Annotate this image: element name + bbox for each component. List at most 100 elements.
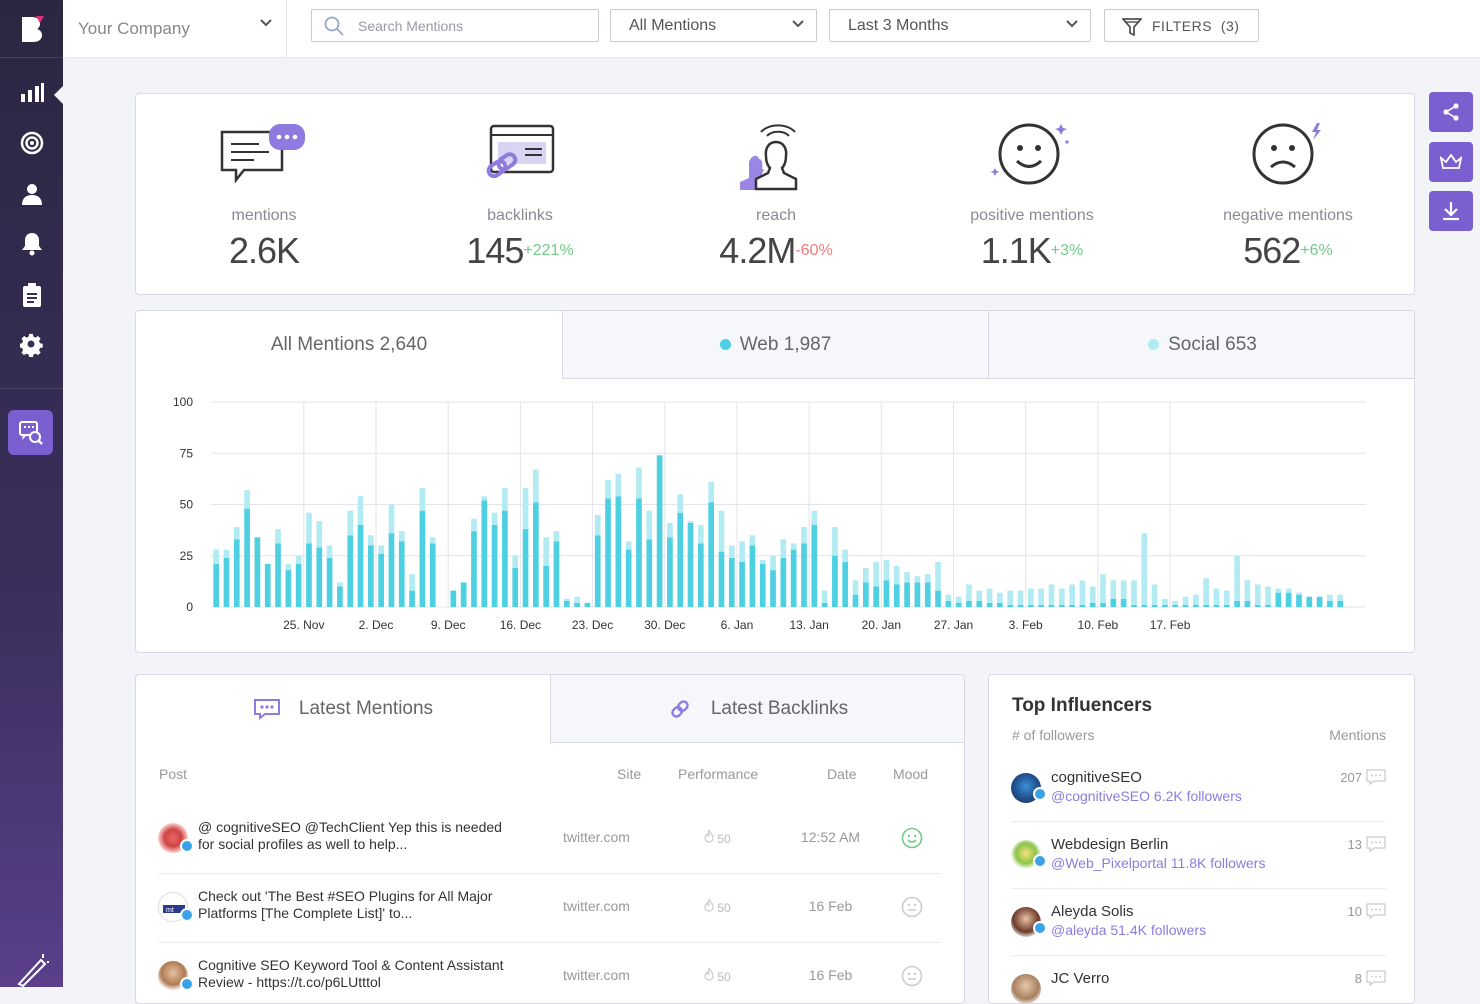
influencer-count: 207 [1340,769,1386,785]
bar-social [636,467,642,499]
mention-row[interactable]: mt Check out 'The Best #SEO Plugins for … [158,874,941,943]
bar-web [842,561,849,607]
bar-social [739,541,745,562]
bar-social [1058,588,1065,605]
bar-social [811,510,818,525]
bar-social [337,582,343,587]
bar-web [698,543,704,607]
company-selector[interactable]: Your Company [63,0,287,58]
stat-change: -60% [795,242,833,259]
bar-social [285,563,292,571]
filters-button[interactable]: FILTERS (3) [1104,9,1259,42]
stat-negative: negative mentions 562+6% [1160,94,1416,294]
twitter-badge-icon [1033,787,1047,801]
tab-label: All Mentions 2,640 [270,334,428,355]
x-tick-label: 13. Jan [789,618,828,632]
bar-web [1100,602,1106,607]
bar-web [316,547,323,607]
sidebar-item-tracking[interactable] [0,118,63,168]
bar-web [368,545,374,607]
bar-social [893,566,900,585]
sidebar-item-settings[interactable] [0,320,63,370]
bar-social [1007,590,1014,605]
stat-value: 2.6K [228,230,300,271]
bar-social [1120,580,1127,599]
bar-social [924,574,931,583]
bar-web [955,602,962,607]
influencer-row[interactable]: JC Verro 8 [1011,956,1386,1003]
sidebar-item-alerts[interactable] [0,219,63,269]
bar-social [914,576,921,583]
bar-social [1017,590,1024,605]
col-performance: Performance [678,766,759,782]
tab-latest-backlinks[interactable]: Latest Backlinks [550,675,964,743]
influencer-handle[interactable]: @cognitiveSEO 6.2K followers [1051,788,1242,804]
bar-web [966,600,972,607]
tab-all-mentions[interactable]: All Mentions 2,640 [136,311,563,379]
influencer-count: 10 [1348,903,1386,919]
chat-icon [253,699,280,720]
sidebar-item-reports[interactable] [0,270,63,320]
influencer-row[interactable]: Aleyda Solis @aleyda 51.4K followers 10 [1011,889,1386,956]
bar-social [563,598,570,601]
bar-social [553,531,560,542]
download-button[interactable] [1429,191,1473,231]
bar-social [1069,584,1075,605]
bar-social [832,527,838,556]
mention-type-select[interactable]: All Mentions [610,9,817,42]
tab-web[interactable]: Web 1,987 [563,311,989,379]
bar-social [244,490,250,509]
bar-web [625,549,632,607]
bar-web [481,500,488,607]
influencer-name: JC Verro [1051,970,1110,987]
influencer-row[interactable]: cognitiveSEO @cognitiveSEO 6.2K follower… [1011,755,1386,822]
influencer-handle[interactable]: @aleyda 51.4K followers [1051,922,1207,938]
bar-web [584,602,591,607]
bar-social [852,580,859,595]
date-range-select[interactable]: Last 3 Months [829,9,1091,42]
bar-social [1131,580,1137,605]
x-tick-label: 9. Dec [431,618,466,632]
bar-web [295,563,302,607]
influencer-row[interactable]: Webdesign Berlin @Web_Pixelportal 11.8K … [1011,822,1386,889]
influencers-title: Top Influencers [1012,695,1153,716]
bar-social [275,529,281,544]
announcement-icon[interactable] [15,952,49,992]
twitter-badge-icon [180,908,194,922]
bar-social [821,590,828,603]
bar-web [615,496,622,607]
sidebar-item-profile[interactable] [0,169,63,219]
bar-social [1172,600,1179,605]
brand-logo[interactable] [0,0,63,58]
tab-label: Social 653 [1168,333,1257,355]
tab-latest-mentions[interactable]: Latest Mentions [136,675,550,743]
share-button[interactable] [1429,92,1473,132]
bar-social [790,543,797,550]
bar-social [966,584,972,601]
mention-row[interactable]: Cognitive SEO Keyword Tool & Content Ass… [158,943,941,1003]
bar-social [1028,588,1034,605]
bar-web [1296,594,1302,607]
mention-performance: 50 [704,898,731,915]
stat-value: 562 [1243,230,1301,271]
crown-icon [1440,154,1462,169]
twitter-badge-icon [180,977,194,991]
bar-web [1203,604,1209,607]
bar-social [326,545,333,558]
mood-neutral-icon [901,965,923,992]
sidebar-item-dashboard[interactable] [0,68,63,118]
bar-social [801,527,807,544]
bar-web [223,557,230,607]
bar-web [935,590,941,607]
influencer-name: Webdesign Berlin [1051,836,1169,853]
influencer-handle[interactable]: @Web_Pixelportal 11.8K followers [1051,855,1266,871]
mention-row[interactable]: @ cognitiveSEO @TechClient Yep this is n… [158,805,941,874]
premium-button[interactable] [1429,142,1473,182]
x-tick-label: 27. Jan [934,618,973,632]
search-input[interactable]: Search Mentions [311,9,599,42]
bar-web [997,602,1003,607]
mention-date: 16 Feb [808,898,853,914]
target-icon [20,131,43,155]
tab-social[interactable]: Social 653 [989,311,1414,379]
sidebar-item-mentions[interactable] [8,410,53,455]
